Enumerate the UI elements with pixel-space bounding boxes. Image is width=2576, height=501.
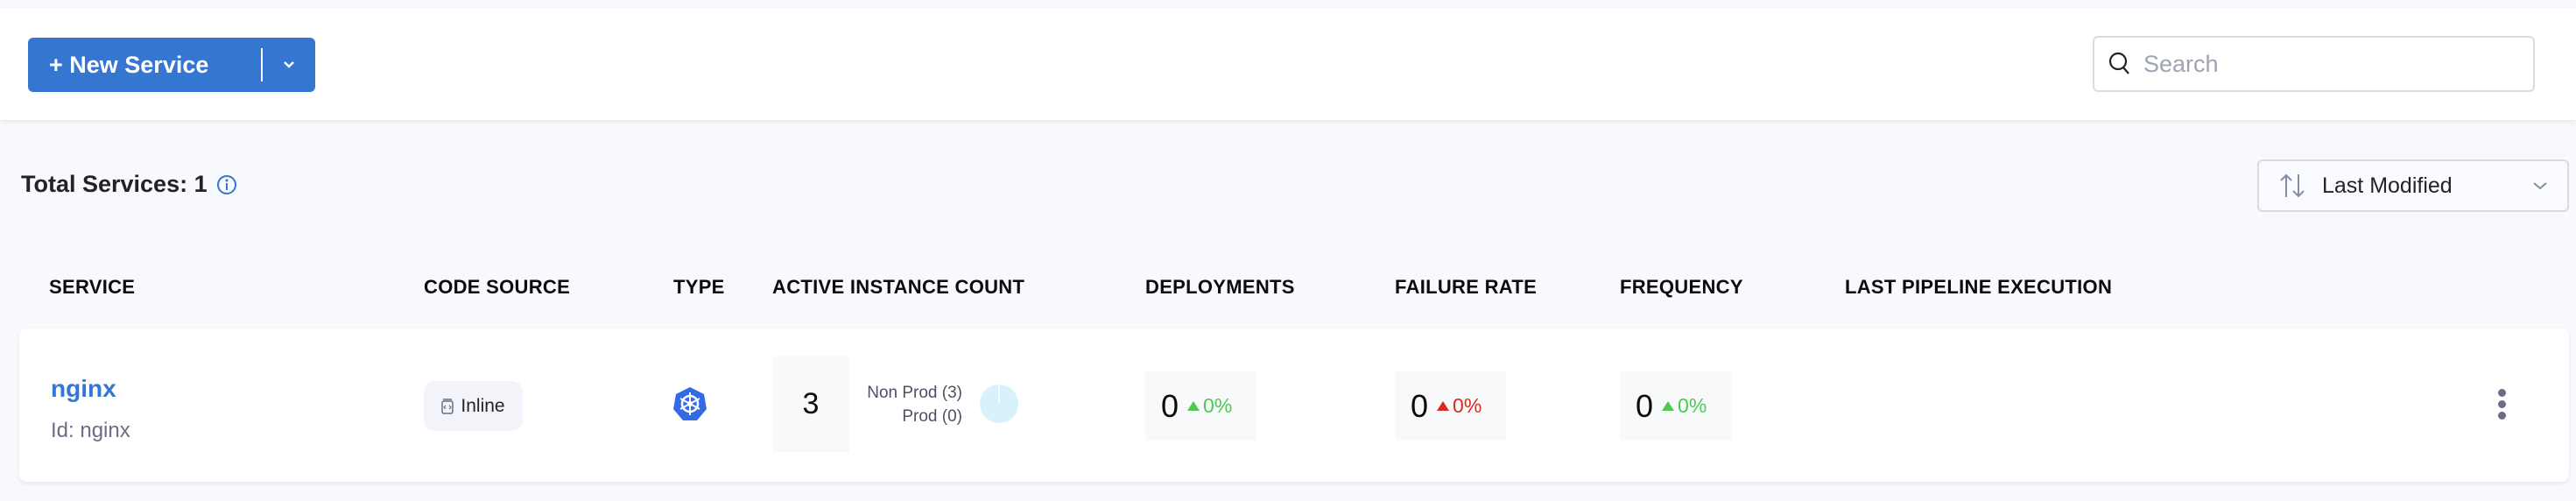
search-input[interactable] [2143, 50, 2511, 78]
header-frequency: FREQUENCY [1620, 276, 1743, 298]
failure-rate-change: 0% [1453, 394, 1482, 417]
code-file-icon [441, 398, 454, 414]
sort-dropdown[interactable]: Last Modified [2257, 159, 2569, 212]
more-options-icon[interactable] [2495, 389, 2508, 420]
prod-count: Prod (0) [902, 407, 962, 426]
code-source-label: Inline [461, 395, 505, 416]
header-last-pipeline-execution: LAST PIPELINE EXECUTION [1845, 276, 2113, 298]
search-field[interactable] [2093, 36, 2535, 92]
instance-count: 3 [772, 356, 849, 452]
trend-up-icon [1662, 401, 1675, 411]
header-deployments: DEPLOYMENTS [1145, 276, 1295, 298]
total-services-label: Total Services: 1 [21, 171, 208, 197]
search-icon [2108, 52, 2129, 74]
new-service-label: + New Service [49, 51, 209, 78]
header-service[interactable]: SERVICE [49, 276, 136, 298]
kubernetes-icon [673, 387, 707, 420]
instance-pie-chart [980, 385, 1018, 423]
frequency-change: 0% [1678, 394, 1707, 417]
header-failure-rate: FAILURE RATE [1395, 276, 1538, 298]
sort-icon [2280, 173, 2305, 198]
frequency-value: 0 [1636, 387, 1654, 424]
chevron-down-icon[interactable] [263, 38, 315, 92]
trend-up-icon [1437, 401, 1450, 411]
chevron-down-icon [2533, 182, 2547, 190]
service-id: Id: nginx [51, 419, 130, 442]
deployments-change: 0% [1203, 394, 1233, 417]
header-type: TYPE [673, 276, 725, 298]
non-prod-count: Non Prod (3) [867, 384, 962, 402]
header-active-instance-count: ACTIVE INSTANCE COUNT [772, 276, 1025, 298]
code-source-badge: Inline [424, 381, 523, 431]
table-row[interactable] [19, 328, 2569, 482]
new-service-main[interactable]: + New Service [28, 38, 261, 92]
info-icon[interactable] [216, 174, 237, 195]
deployments-value: 0 [1161, 387, 1179, 424]
failure-rate-value: 0 [1411, 387, 1429, 424]
trend-up-icon [1187, 401, 1200, 411]
service-name-link[interactable]: nginx [51, 375, 116, 402]
deployments-metric: 0 0% [1145, 371, 1256, 441]
failure-rate-metric: 0 0% [1395, 371, 1506, 441]
total-services: Total Services: 1 [21, 171, 237, 198]
new-service-button[interactable]: + New Service [28, 38, 315, 92]
header-code-source: CODE SOURCE [424, 276, 571, 298]
divider [261, 48, 263, 81]
frequency-metric: 0 0% [1620, 371, 1731, 441]
sort-selected: Last Modified [2322, 173, 2453, 198]
